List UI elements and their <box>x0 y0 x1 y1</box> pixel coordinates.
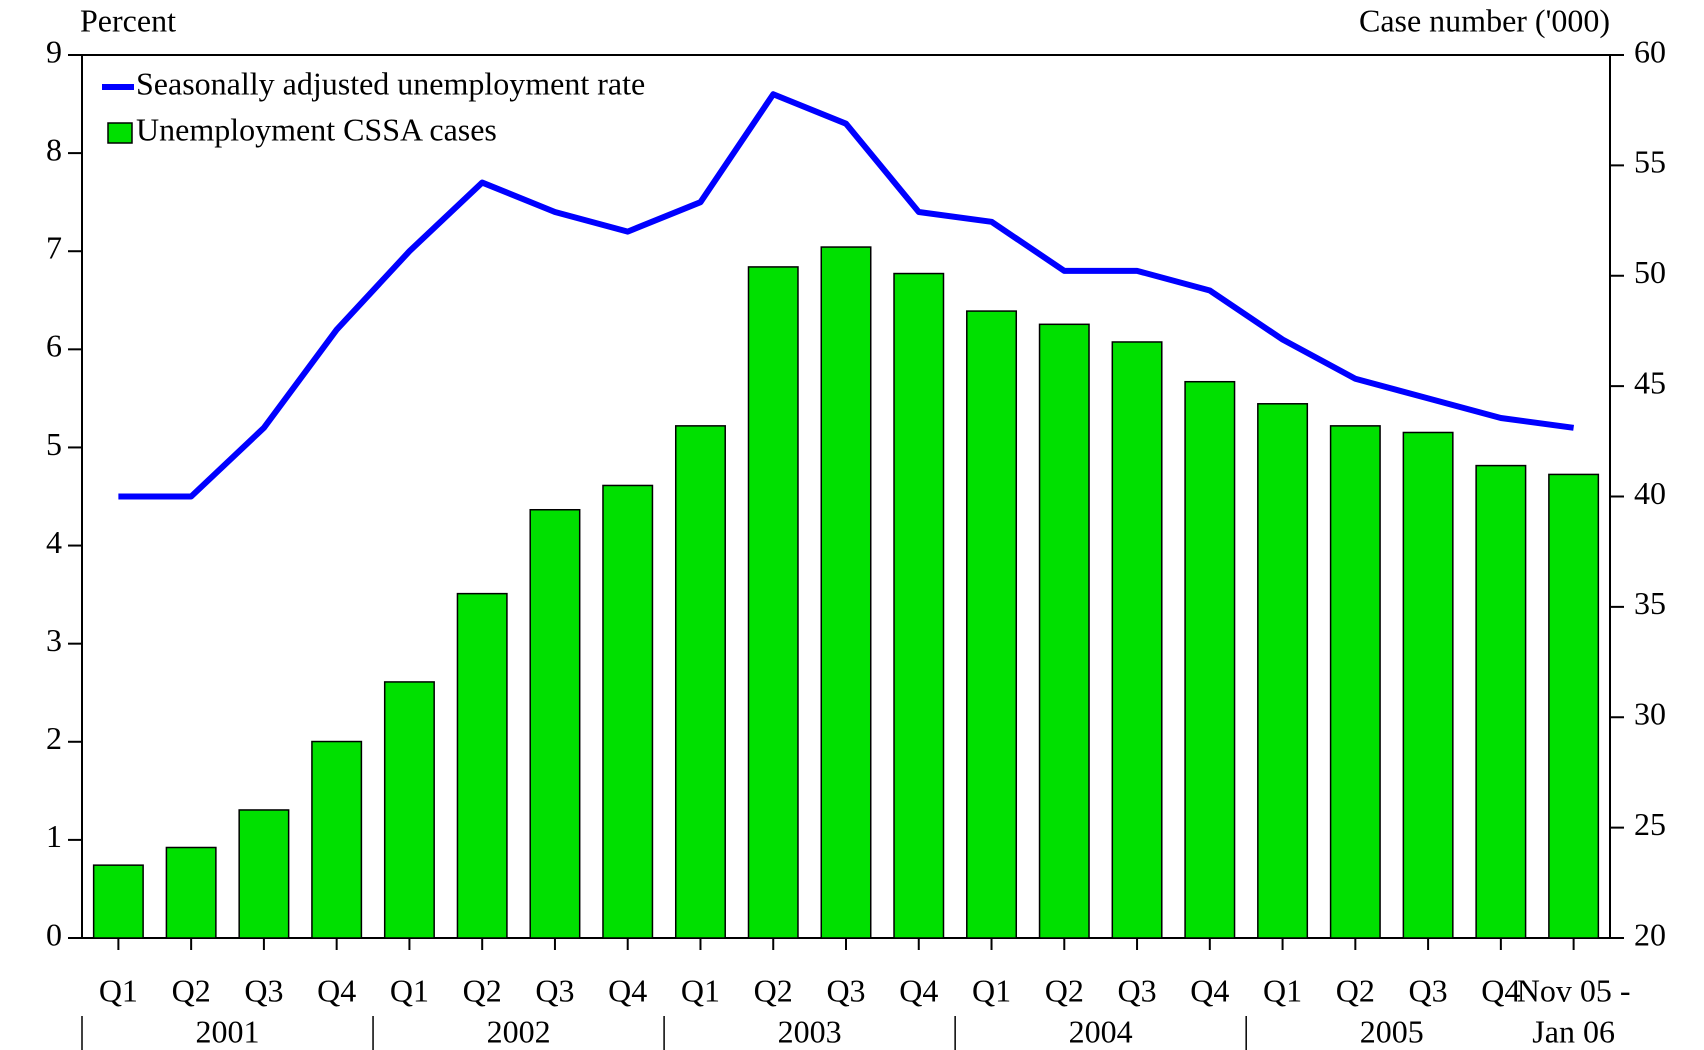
bar <box>1329 425 1381 939</box>
y-tick-label: 7 <box>46 230 62 266</box>
x-tick-label: Q1 <box>681 972 720 1008</box>
x-tick-label: Q2 <box>172 972 211 1008</box>
y2-tick-label: 55 <box>1634 144 1666 180</box>
x-tick-label: Q3 <box>1117 972 1156 1008</box>
year-label: 2001 <box>196 1013 260 1049</box>
bar <box>966 310 1018 939</box>
x-tick-label: Q1 <box>390 972 429 1008</box>
y-tick-label: 2 <box>46 720 62 756</box>
bar <box>893 272 945 939</box>
bar <box>1111 341 1163 939</box>
bar <box>529 508 581 939</box>
bar <box>1184 380 1236 939</box>
x-tick-label: Q1 <box>972 972 1011 1008</box>
x-tick-label: Q4 <box>899 972 938 1008</box>
y2-tick-label: 50 <box>1634 254 1666 290</box>
legend-label: Unemployment CSSA cases <box>136 111 497 147</box>
year-label: 2002 <box>487 1013 551 1049</box>
x-tick-label: Q3 <box>244 972 283 1008</box>
x-tick-label: Q2 <box>1045 972 1084 1008</box>
y-tick-label: 3 <box>46 622 62 658</box>
x-tick-label: Q2 <box>1336 972 1375 1008</box>
y-tick-label: 4 <box>46 524 62 560</box>
y2-tick-label: 20 <box>1634 916 1666 952</box>
bar <box>383 681 435 939</box>
x-tick-label: Q1 <box>1263 972 1302 1008</box>
bar <box>1548 473 1600 939</box>
bar <box>165 846 217 939</box>
y2-tick-label: 30 <box>1634 696 1666 732</box>
bar <box>602 484 654 939</box>
y2-axis-label: Case number ('000) <box>1359 2 1610 38</box>
y2-tick-label: 60 <box>1634 33 1666 69</box>
y2-tick-label: 45 <box>1634 364 1666 400</box>
bar <box>92 864 144 939</box>
y2-tick-label: 25 <box>1634 806 1666 842</box>
y-tick-label: 8 <box>46 131 62 167</box>
y-tick-label: 6 <box>46 328 62 364</box>
y-tick-label: 0 <box>46 916 62 952</box>
y2-tick-label: 40 <box>1634 475 1666 511</box>
x-tick-label: Q4 <box>317 972 356 1008</box>
bar <box>1402 431 1454 939</box>
y-axis-label: Percent <box>80 2 176 38</box>
bar <box>238 809 290 939</box>
bar <box>820 246 872 939</box>
bar <box>1038 323 1090 939</box>
year-label: Jan 06 <box>1532 1013 1615 1049</box>
legend-label: Seasonally adjusted unemployment rate <box>136 65 645 101</box>
y-tick-label: 1 <box>46 818 62 854</box>
y-tick-label: 9 <box>46 33 62 69</box>
x-tick-label: Q3 <box>1409 972 1448 1008</box>
bar <box>456 592 508 939</box>
x-tick-label: Q2 <box>754 972 793 1008</box>
x-tick-label: Q4 <box>1481 972 1520 1008</box>
x-tick-label: Q4 <box>608 972 647 1008</box>
x-tick-label: Q3 <box>826 972 865 1008</box>
bar <box>311 740 363 939</box>
y2-tick-label: 35 <box>1634 585 1666 621</box>
line <box>118 91 1575 500</box>
year-label: 2003 <box>778 1013 842 1049</box>
legend-swatch <box>107 122 133 144</box>
x-tick-label: Q4 <box>1190 972 1229 1008</box>
year-label: 2005 <box>1360 1013 1424 1049</box>
bar <box>674 425 726 939</box>
year-label: 2004 <box>1069 1013 1133 1049</box>
x-tick-label: Nov 05 - <box>1517 972 1631 1008</box>
bar <box>747 266 799 939</box>
bar <box>1257 403 1309 939</box>
x-tick-label: Q1 <box>99 972 138 1008</box>
y-tick-label: 5 <box>46 426 62 462</box>
x-tick-label: Q2 <box>463 972 502 1008</box>
x-tick-label: Q3 <box>535 972 574 1008</box>
bar <box>1475 464 1527 939</box>
